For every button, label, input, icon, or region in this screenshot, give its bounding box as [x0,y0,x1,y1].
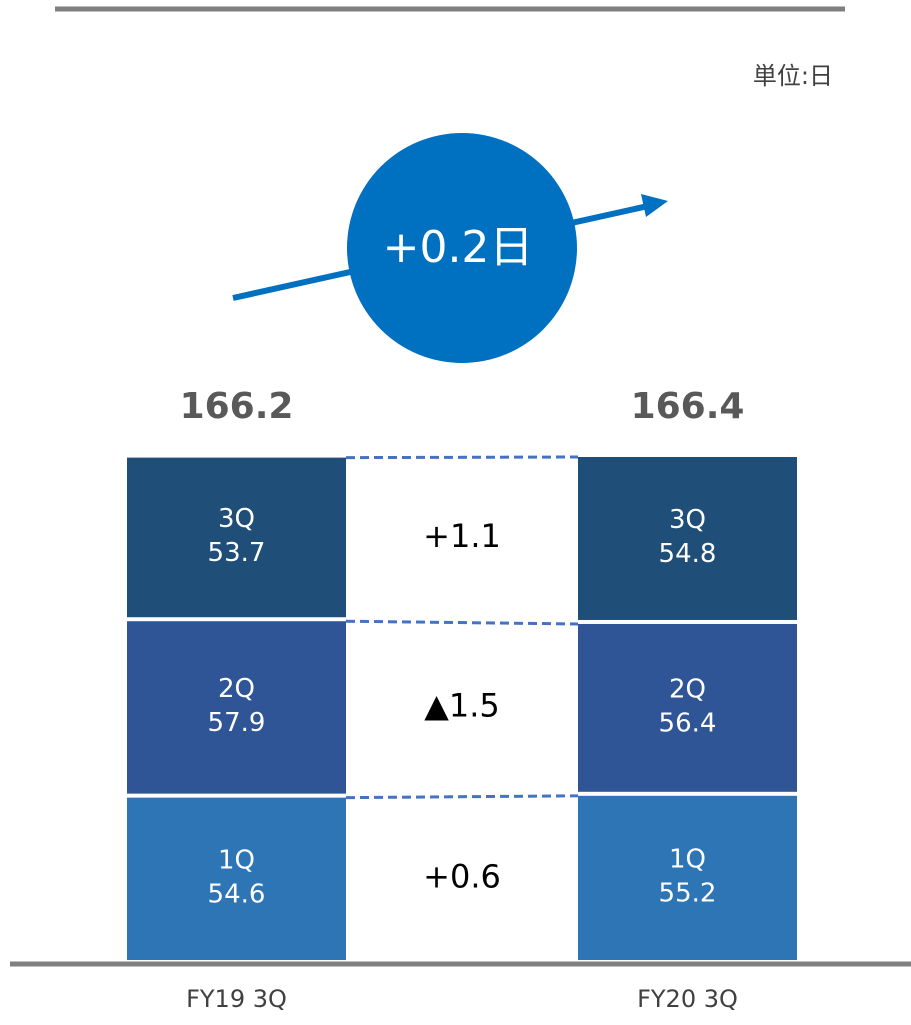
bar-segment [127,797,346,960]
arrow-head [641,194,668,217]
segment-value: 53.7 [208,538,266,568]
segment-value: 54.8 [659,539,717,569]
segment-value: 57.9 [208,708,266,738]
segment-value: 56.4 [659,708,717,738]
segment-value: 54.6 [208,879,266,909]
change-circle [347,133,577,363]
bar-segment [127,621,346,794]
difference-label: +0.6 [423,857,501,895]
total-label: 166.2 [180,386,294,427]
segment-name: 1Q [669,844,706,874]
unit-label: 単位:日 [753,62,833,90]
difference-label: +1.1 [423,517,501,555]
bar-segment [127,457,346,618]
connector [345,455,579,460]
x-tick-label: FY19 3Q [186,985,287,1013]
segment-name: 3Q [218,504,255,534]
connector [345,794,579,800]
bar-segment [578,623,797,792]
segment-name: 2Q [669,674,706,704]
bar-segment [578,457,797,620]
difference-label: ▲1.5 [424,687,500,725]
bar-segment [578,795,797,960]
segment-value: 55.2 [659,878,717,908]
segment-name: 2Q [218,674,255,704]
segment-name: 3Q [669,505,706,535]
change-label: +0.2日 [383,222,534,273]
x-tick-label: FY20 3Q [637,985,738,1013]
total-label: 166.4 [631,386,745,427]
segment-name: 1Q [218,845,255,875]
connector [345,619,579,626]
